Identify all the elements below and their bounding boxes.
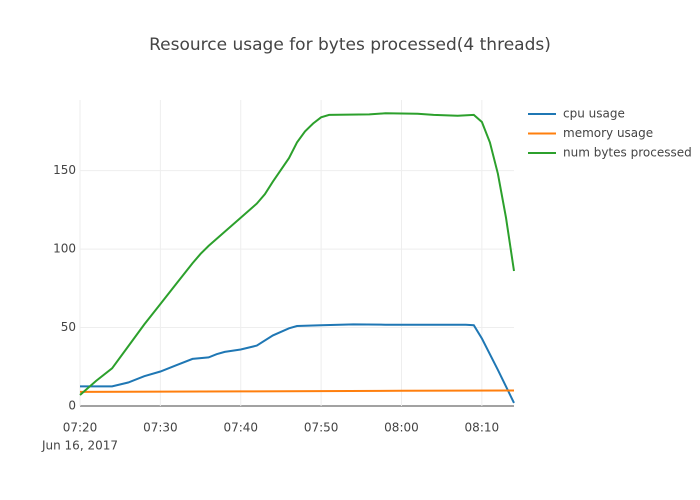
x-tick-label: 07:30 [143, 421, 178, 435]
y-tick-label: 0 [68, 399, 76, 413]
y-tick-label: 150 [53, 163, 76, 177]
legend-label: cpu usage [563, 107, 625, 121]
x-tick-label: 07:20 [63, 421, 98, 435]
series-line [79, 389, 515, 393]
series-line [79, 112, 515, 396]
x-tick-label: 07:50 [304, 421, 339, 435]
legend-label: memory usage [563, 126, 653, 140]
legend-label: num bytes processed [563, 146, 692, 160]
x-date-label: Jun 16, 2017 [41, 439, 118, 453]
y-tick-label: 50 [61, 320, 76, 334]
series-line [80, 323, 515, 404]
x-tick-label: 08:10 [465, 421, 500, 435]
chart-title: Resource usage for bytes processed(4 thr… [149, 35, 551, 55]
x-tick-label: 07:40 [223, 421, 258, 435]
y-tick-label: 100 [53, 242, 76, 256]
x-tick-label: 08:00 [384, 421, 419, 435]
